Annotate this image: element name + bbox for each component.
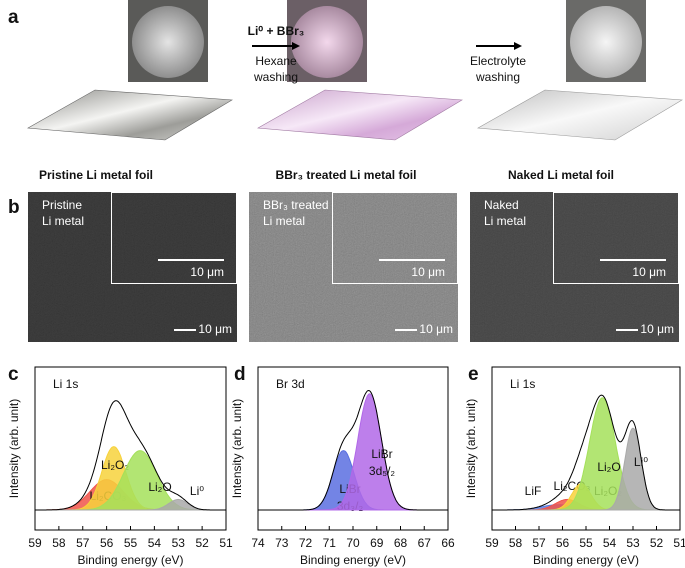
step-text: Hexane bbox=[255, 54, 297, 68]
photo-disk bbox=[570, 6, 642, 78]
x-tick-label: 53 bbox=[172, 536, 186, 550]
caption: Pristine Li metal foil bbox=[39, 168, 153, 182]
scale-label: 10 μm bbox=[411, 265, 445, 279]
sem-label: Li metal bbox=[42, 214, 84, 228]
step-text: washing bbox=[475, 70, 520, 84]
x-tick-label: 69 bbox=[370, 536, 384, 550]
x-tick-label: 58 bbox=[52, 536, 66, 550]
fit-component bbox=[492, 397, 680, 511]
plot-title: Li 1s bbox=[510, 377, 535, 391]
foil bbox=[477, 89, 683, 141]
x-tick-label: 59 bbox=[28, 536, 42, 550]
step-text: washing bbox=[253, 70, 298, 84]
sem-inset bbox=[552, 191, 680, 285]
x-tick-label: 73 bbox=[275, 536, 289, 550]
panel-label: d bbox=[234, 364, 246, 385]
caption: BBr₃ treated Li metal foil bbox=[276, 168, 417, 182]
plot-title: Li 1s bbox=[53, 377, 78, 391]
sem-label: Naked bbox=[484, 198, 519, 212]
x-tick-label: 72 bbox=[299, 536, 313, 550]
y-axis-label: Intensity (arb. unit) bbox=[230, 399, 244, 498]
scale-label: 10 μm bbox=[640, 322, 674, 336]
xps-panels: c d e bbox=[8, 364, 479, 385]
x-axis-label: Binding energy (eV) bbox=[533, 553, 639, 567]
x-tick-label: 52 bbox=[650, 536, 664, 550]
panel-label: b bbox=[8, 197, 20, 218]
foil bbox=[27, 89, 233, 141]
sem-label: Li metal bbox=[263, 214, 305, 228]
x-tick-label: 70 bbox=[346, 536, 360, 550]
x-tick-label: 59 bbox=[485, 536, 499, 550]
scale-label: 10 μm bbox=[419, 322, 453, 336]
sem-label: Li metal bbox=[484, 214, 526, 228]
x-tick-label: 57 bbox=[532, 536, 546, 550]
arrow-head bbox=[292, 42, 300, 50]
x-tick-label: 54 bbox=[603, 536, 617, 550]
sem-label: BBr₃ treated bbox=[263, 198, 329, 212]
x-tick-label: 66 bbox=[441, 536, 455, 550]
caption: Naked Li metal foil bbox=[508, 168, 614, 182]
x-tick-label: 51 bbox=[673, 536, 685, 550]
peak-label: Li₂O bbox=[597, 460, 620, 474]
x-tick-label: 51 bbox=[219, 536, 233, 550]
envelope bbox=[258, 389, 448, 511]
x-tick-label: 55 bbox=[579, 536, 593, 550]
panel-label: a bbox=[8, 7, 19, 28]
y-axis-label: Intensity (arb. unit) bbox=[464, 399, 478, 498]
x-tick-label: 67 bbox=[418, 536, 432, 550]
scale-label: 10 μm bbox=[190, 265, 224, 279]
peak-label: LiBr bbox=[371, 447, 392, 461]
sem-label: Pristine bbox=[42, 198, 82, 212]
fit-component bbox=[35, 450, 226, 511]
panel-label: c bbox=[8, 364, 19, 385]
x-tick-label: 56 bbox=[100, 536, 114, 550]
x-tick-label: 54 bbox=[148, 536, 162, 550]
step-reaction: Li⁰ + BBr₃ bbox=[248, 24, 305, 38]
x-tick-label: 68 bbox=[394, 536, 408, 550]
x-tick-label: 56 bbox=[556, 536, 570, 550]
x-tick-label: 52 bbox=[195, 536, 209, 550]
plot-title: Br 3d bbox=[276, 377, 305, 391]
sem-inset bbox=[331, 191, 459, 285]
scale-label: 10 μm bbox=[198, 322, 232, 336]
peak-label: Li₂O₂ bbox=[101, 458, 129, 472]
photo-disk bbox=[291, 6, 363, 78]
x-tick-label: 71 bbox=[323, 536, 337, 550]
peak-label: Li₂O bbox=[148, 480, 171, 494]
x-tick-label: 74 bbox=[251, 536, 265, 550]
x-axis-label: Binding energy (eV) bbox=[300, 553, 406, 567]
envelope bbox=[35, 400, 226, 511]
peak-label: 3d₅/₂ bbox=[369, 464, 396, 478]
panel-a: a Pristine Li metal foil BBr₃ treated Li… bbox=[8, 0, 683, 182]
panel-b: b bbox=[8, 197, 20, 218]
y-axis-label: Intensity (arb. unit) bbox=[7, 399, 21, 498]
peak-label: Li⁰ bbox=[190, 484, 204, 498]
sem-inset bbox=[110, 191, 238, 285]
x-tick-label: 55 bbox=[124, 536, 138, 550]
x-tick-label: 58 bbox=[509, 536, 523, 550]
peak-label: Li⁰ bbox=[634, 455, 648, 469]
photo-disk bbox=[132, 6, 204, 78]
step-text: Electrolyte bbox=[470, 54, 526, 68]
scale-label: 10 μm bbox=[632, 265, 666, 279]
peak-label: LiF bbox=[525, 484, 542, 498]
envelope bbox=[492, 394, 680, 511]
panel-label: e bbox=[468, 364, 479, 385]
arrow-head bbox=[514, 42, 522, 50]
fit-component bbox=[258, 393, 448, 511]
x-tick-label: 57 bbox=[76, 536, 90, 550]
x-axis-label: Binding energy (eV) bbox=[77, 553, 183, 567]
x-tick-label: 53 bbox=[626, 536, 640, 550]
foil bbox=[257, 89, 463, 141]
